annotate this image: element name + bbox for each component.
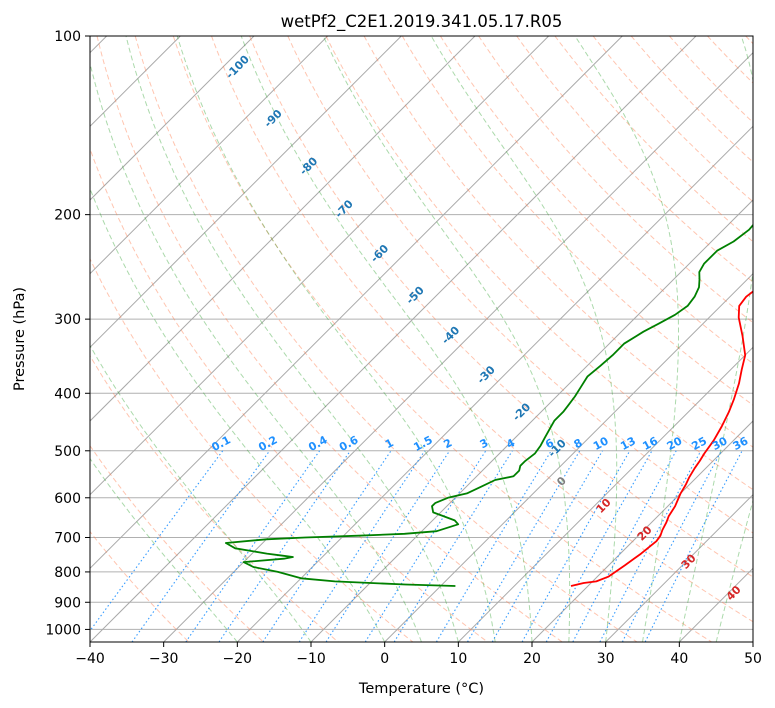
dry-adiabat-line: [90, 257, 414, 642]
isotherm-line: [90, 36, 697, 642]
y-axis-label: Pressure (hPa): [12, 287, 28, 391]
dry-adiabat-line: [249, 36, 753, 578]
moist-adiabat-line: [176, 36, 496, 642]
mixing-ratio-line: [364, 450, 487, 642]
isotherm-line: [457, 346, 753, 642]
mixing-ratio-label: 25: [689, 434, 709, 453]
dry-adiabat-line: [363, 36, 753, 448]
dry-adiabat-line: [439, 36, 753, 365]
moist-adiabat-line: [322, 36, 571, 642]
dry-adiabat-line: [134, 36, 638, 642]
moist-adiabat-line: [90, 344, 312, 642]
moist-adiabat-line: [125, 36, 459, 642]
x-tick-label: −40: [75, 651, 105, 667]
mixing-ratio-line: [298, 450, 426, 642]
isotherm-line: [90, 36, 623, 570]
x-tick-label: 40: [670, 651, 688, 667]
chart-title: wetPf2_C2E1.2019.341.05.17.R05: [281, 12, 563, 32]
isotherm-line: [310, 199, 753, 642]
isotherm-line: [90, 36, 255, 201]
isotherm-line: [90, 36, 329, 275]
x-tick-label: 30: [597, 651, 615, 667]
y-axis-ticks: 100 200 300 400 500 600 700 800 900 1000: [45, 29, 90, 638]
isotherm-line: [90, 36, 476, 422]
mixing-ratio-line: [599, 450, 702, 642]
mixing-ratio-line: [262, 450, 392, 642]
mixing-ratio-label: 16: [640, 434, 660, 453]
dry-adiabat-line: [325, 36, 753, 491]
moist-adiabat-line: [90, 61, 422, 642]
mixing-ratio-label: 13: [618, 434, 638, 453]
x-axis-ticks: −40 −30 −20 −10 0 10 20 30 40 50: [75, 642, 762, 667]
dry-adiabat-line: [90, 444, 264, 642]
y-tick-label: 300: [54, 312, 81, 328]
thermo-background-lines: [90, 36, 753, 642]
y-tick-label: 100: [54, 29, 81, 45]
y-tick-label: 700: [54, 531, 81, 547]
isotherm-line: [90, 36, 402, 349]
isotherm-line: [236, 125, 753, 642]
dry-adiabat-line: [630, 36, 753, 163]
y-tick-label: 400: [54, 386, 81, 402]
mixing-ratio-label: 30: [710, 434, 730, 453]
profile-lines: [225, 223, 753, 587]
dry-adiabat-line: [516, 36, 753, 283]
dewpoint-profile: [225, 223, 753, 587]
mixing-ratio-line: [435, 450, 552, 642]
x-tick-label: 50: [744, 651, 762, 667]
x-tick-label: 0: [380, 651, 389, 667]
mixing-ratio-label: 10: [591, 434, 611, 453]
isotherm-line: [384, 272, 753, 642]
mixing-ratio-line: [185, 450, 321, 642]
dry-adiabat-line: [287, 36, 753, 534]
mixing-ratio-line: [218, 450, 351, 642]
isotherm-line: [163, 51, 753, 642]
y-tick-label: 1000: [45, 622, 81, 638]
temperature-profile: [570, 290, 753, 587]
moist-adiabat-line: [678, 36, 753, 642]
isotherm-line: [90, 36, 550, 496]
mixing-ratio-line: [90, 450, 224, 632]
moist-adiabat-line: [430, 36, 618, 642]
dry-adiabat-line: [401, 36, 753, 406]
x-tick-label: −10: [296, 651, 326, 667]
moist-adiabat-line: [574, 36, 679, 642]
dry-adiabat-line: [554, 36, 753, 243]
y-tick-label: 600: [54, 491, 81, 507]
dry-adiabat-line: [96, 36, 563, 642]
y-tick-label: 500: [54, 444, 81, 460]
mixing-ratio-line: [521, 450, 631, 642]
plot-grid: [90, 36, 753, 642]
mixing-ratio-line: [545, 450, 653, 642]
moist-adiabat-line: [240, 36, 533, 642]
x-tick-label: 10: [449, 651, 467, 667]
isotherm-line: [605, 493, 753, 642]
mixing-ratio-label: 36: [731, 434, 751, 453]
isotherm-line: [531, 420, 753, 642]
y-tick-label: 900: [54, 595, 81, 611]
moist-adiabat-line: [715, 498, 753, 642]
plot-frame: [89, 35, 754, 643]
x-tick-label: 20: [523, 651, 541, 667]
dry-adiabat-line: [172, 36, 712, 642]
mixing-ratio-line: [572, 450, 677, 642]
mixing-ratio-line: [131, 450, 271, 642]
moist-adiabat-line: [90, 187, 386, 642]
moist-adiabat-line: [90, 457, 238, 642]
y-tick-label: 800: [54, 565, 81, 581]
y-tick-label: 200: [54, 208, 81, 224]
x-axis-label: Temperature (°C): [358, 681, 484, 697]
x-tick-label: −20: [223, 651, 253, 667]
mixing-ratio-label: 20: [665, 434, 685, 453]
dry-adiabat-line: [211, 36, 753, 623]
mixing-ratio-line: [644, 450, 743, 642]
mixing-ratio-line: [325, 450, 451, 642]
x-tick-label: −30: [149, 651, 179, 667]
